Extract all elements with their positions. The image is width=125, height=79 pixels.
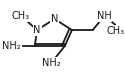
Text: N: N (51, 14, 58, 24)
Text: CH₃: CH₃ (12, 11, 30, 21)
Text: NH₂: NH₂ (2, 41, 21, 51)
Text: CH₃: CH₃ (107, 26, 125, 36)
Text: NH₂: NH₂ (42, 58, 60, 68)
Text: NH: NH (97, 11, 112, 21)
Text: N: N (33, 25, 41, 35)
